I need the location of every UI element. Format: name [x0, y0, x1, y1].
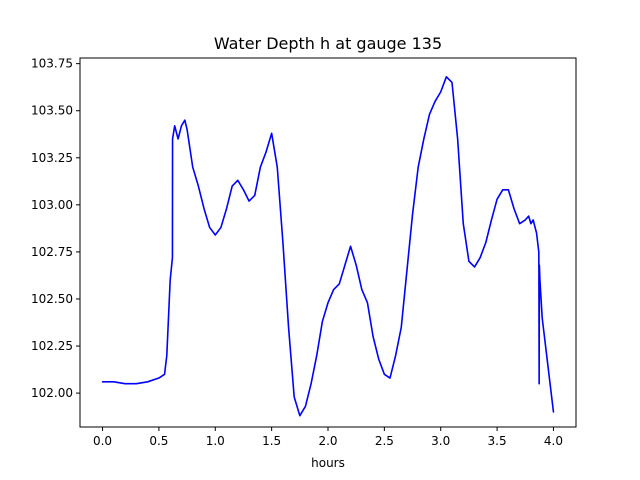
y-tick-label: 102.50	[31, 292, 73, 306]
series-line-0	[101, 76, 555, 417]
plot-area	[80, 58, 576, 427]
x-axis: 0.0 0.5 1.0 1.5 2.0 2.5 3.0 3.5 4.0	[93, 427, 563, 448]
y-tick-label: 103.00	[31, 198, 73, 212]
x-tick-label: 0.5	[149, 434, 168, 448]
y-tick-label: 102.25	[31, 339, 73, 353]
x-tick-label: 4.0	[544, 434, 563, 448]
y-tick-label: 102.75	[31, 245, 73, 259]
data-layer	[101, 76, 555, 417]
x-tick-label: 3.0	[431, 434, 450, 448]
y-tick-label: 103.75	[31, 57, 73, 71]
x-tick-label: 2.0	[318, 434, 337, 448]
y-tick-label: 103.25	[31, 151, 73, 165]
x-tick-label: 2.5	[375, 434, 394, 448]
x-tick-label: 1.0	[206, 434, 225, 448]
chart-title: Water Depth h at gauge 135	[214, 34, 442, 53]
y-tick-label: 103.50	[31, 104, 73, 118]
x-axis-label: hours	[311, 456, 345, 470]
y-axis: 102.00 102.25 102.50 102.75 103.00 103.25 103.…	[31, 57, 80, 400]
y-tick-label: 102.00	[31, 386, 73, 400]
x-tick-label: 0.0	[93, 434, 112, 448]
x-tick-label: 3.5	[488, 434, 507, 448]
x-tick-label: 1.5	[262, 434, 281, 448]
